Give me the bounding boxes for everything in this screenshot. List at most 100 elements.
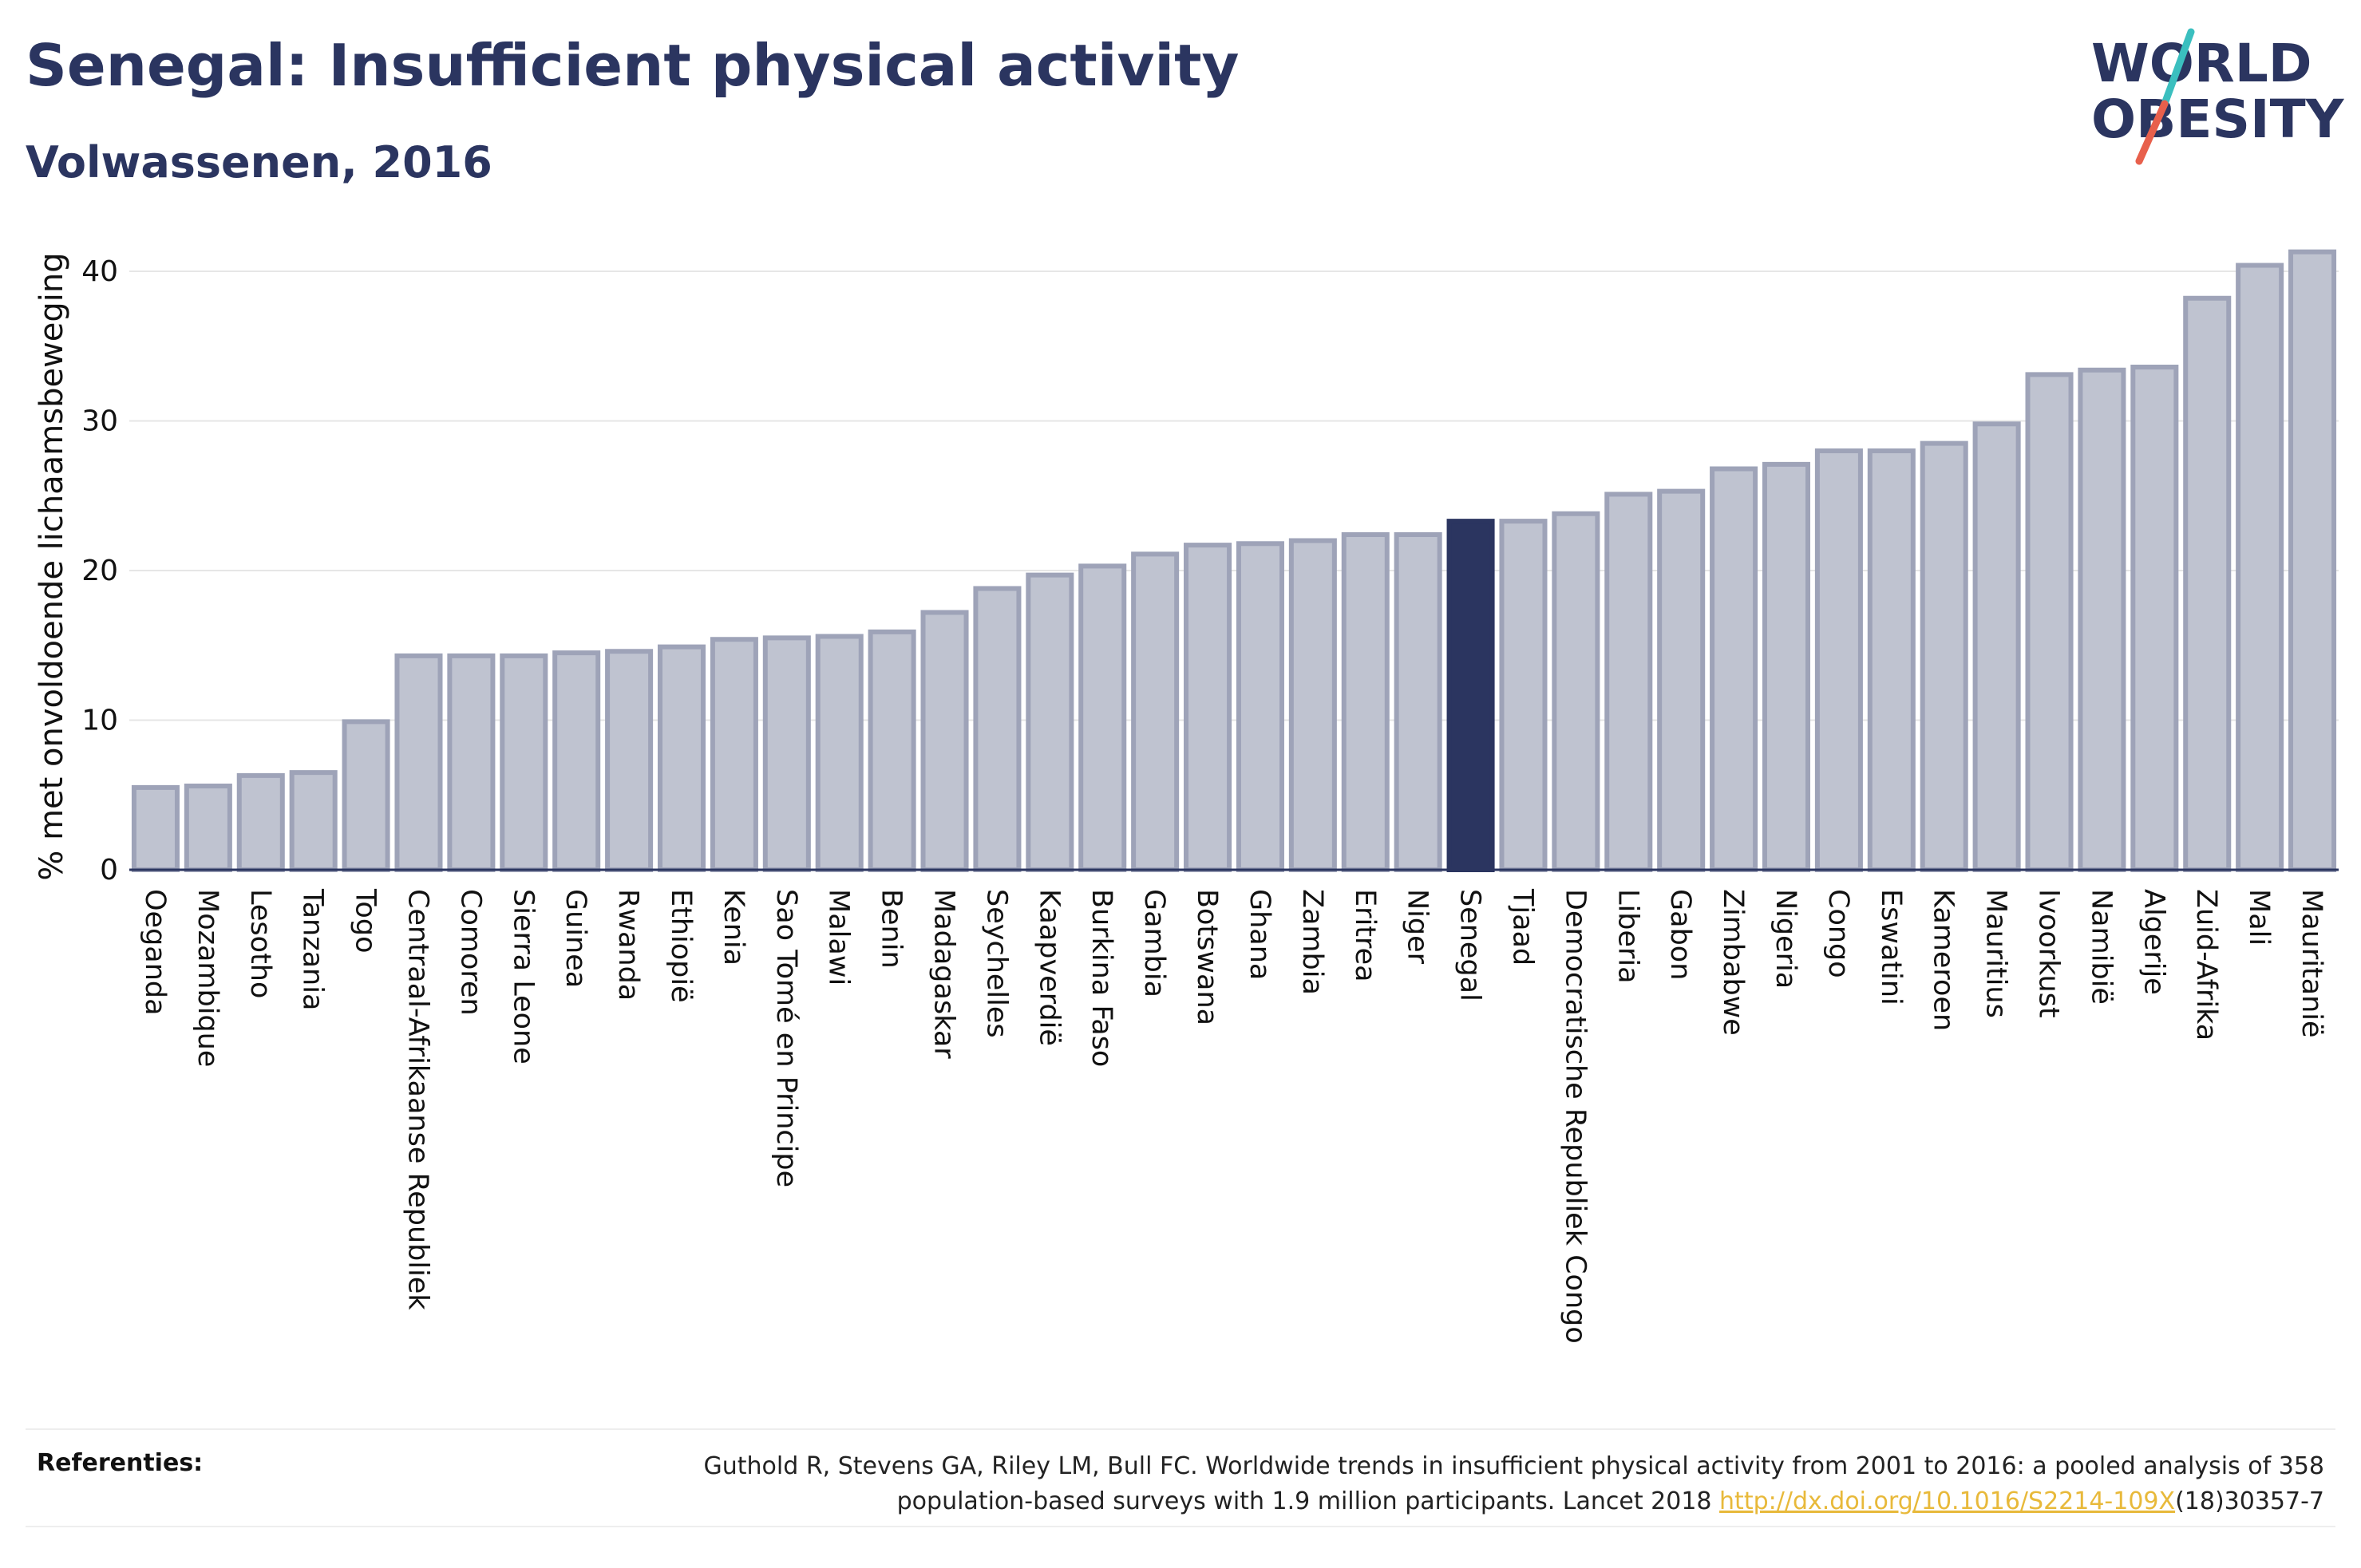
bar <box>1657 488 1706 872</box>
y-axis-label: % met onvoldoende lichaamsbeweging <box>34 252 70 880</box>
x-tick-label: Zambia <box>1296 889 1328 995</box>
bar <box>2025 372 2074 872</box>
x-tick-label: Lesotho <box>244 889 276 998</box>
category-labels: Oeganda Mozambique Lesotho Tanzania Togo Cent… <box>139 888 2327 1344</box>
x-tick-label: Namibië <box>2085 889 2117 1005</box>
x-tick-label: Tjaad <box>1506 888 1538 966</box>
bar <box>657 644 706 872</box>
bar <box>1131 551 1180 872</box>
x-tick-label: Kameroen <box>1928 889 1960 1031</box>
bar <box>1867 448 1916 872</box>
x-tick-label: Guinea <box>560 889 591 988</box>
x-tick-label: Seychelles <box>980 889 1012 1038</box>
x-tick-label: Gabon <box>1664 889 1696 980</box>
bar <box>1499 519 1548 872</box>
bar <box>2130 365 2179 872</box>
bar <box>447 653 496 872</box>
x-tick-label: Congo <box>1822 889 1854 978</box>
references-label: Referenties: <box>37 1449 204 1477</box>
x-tick-label: Sierra Leone <box>507 889 539 1064</box>
x-tick-label: Malawi <box>823 889 855 985</box>
x-tick-label: Democratische Republiek Congo <box>1559 889 1591 1344</box>
x-tick-label: Ghana <box>1244 889 1275 980</box>
bar <box>2236 263 2284 872</box>
y-tick-label: 10 <box>81 705 118 737</box>
bar <box>289 770 338 872</box>
bar <box>1236 541 1284 872</box>
reference-doi-link[interactable]: http://dx.doi.org/10.1016/S2214-109X <box>1719 1487 2176 1515</box>
bar <box>1184 543 1232 872</box>
logo-line-world: WORLD <box>2091 33 2312 94</box>
x-tick-label: Mauritanië <box>2296 889 2327 1038</box>
bar <box>1604 492 1653 872</box>
x-tick-label: Burkina Faso <box>1086 889 1117 1067</box>
x-tick-label: Kaapverdië <box>1033 889 1065 1046</box>
bar <box>1288 538 1337 872</box>
bar <box>2288 249 2337 872</box>
x-tick-label: Zuid-Afrika <box>2190 889 2222 1041</box>
x-tick-label: Comoren <box>454 889 486 1016</box>
bar <box>552 650 601 872</box>
reference-citation: Guthold R, Stevens GA, Riley LM, Bull FC… <box>568 1449 2324 1519</box>
bar <box>868 629 916 872</box>
x-tick-label: Eritrea <box>1349 889 1381 982</box>
axes: 0 10 20 30 40 <box>81 255 2339 887</box>
x-tick-label: Tanzania <box>297 888 329 1010</box>
bar <box>2183 295 2232 872</box>
x-tick-label: Nigeria <box>1770 889 1801 989</box>
bar <box>1814 448 1863 872</box>
x-tick-label: Gambia <box>1138 889 1170 997</box>
bar <box>394 653 443 872</box>
reference-text-suffix: (18)30357-7 <box>2175 1487 2324 1515</box>
bar <box>710 637 758 872</box>
bar <box>1341 532 1390 872</box>
x-tick-label: Ethiopië <box>665 889 697 1003</box>
x-tick-label: Botswana <box>1191 889 1223 1025</box>
bar-highlighted <box>1446 519 1495 872</box>
x-tick-label: Mali <box>2243 889 2275 946</box>
chart-subtitle: Volwassenen, 2016 <box>26 137 492 188</box>
x-tick-label: Rwanda <box>612 889 644 1001</box>
bars <box>131 249 2337 872</box>
bar <box>2078 367 2126 872</box>
x-tick-label: Centraal-Afrikaanse Republiek <box>401 889 433 1310</box>
logo-line-obesity: OBESITY <box>2091 89 2345 150</box>
bar <box>1972 421 2021 872</box>
x-tick-label: Kenia <box>718 889 749 966</box>
x-tick-label: Benin <box>876 889 908 969</box>
bar <box>1762 461 1811 872</box>
x-tick-label: Liberia <box>1612 889 1643 984</box>
x-tick-label: Ivoorkust <box>2033 889 2065 1018</box>
x-tick-label: Mauritius <box>1980 889 2012 1018</box>
logo-slash-bottom <box>2135 100 2169 165</box>
gridlines <box>129 271 2339 721</box>
bar <box>500 653 548 872</box>
bar <box>342 719 390 872</box>
bar <box>1920 440 1968 872</box>
x-tick-label: Niger <box>1402 889 1434 965</box>
bar <box>605 649 654 872</box>
x-tick-label: Sao Tomé en Principe <box>770 889 802 1187</box>
bar <box>973 586 1022 872</box>
x-tick-label: Madagaskar <box>928 889 960 1059</box>
y-tick-label: 0 <box>100 854 118 887</box>
bar <box>184 784 232 872</box>
bar <box>1078 563 1127 872</box>
x-tick-label: Zimbabwe <box>1717 889 1749 1036</box>
bar <box>1394 532 1442 872</box>
bar <box>1710 466 1758 872</box>
bar <box>131 784 180 872</box>
x-tick-label: Mozambique <box>192 889 223 1067</box>
y-tick-label: 30 <box>81 405 118 438</box>
x-tick-label: Eswatini <box>1875 889 1907 1005</box>
bar <box>236 772 285 872</box>
y-tick-label: 40 <box>81 255 118 288</box>
bar <box>920 610 969 872</box>
bar <box>815 634 864 872</box>
x-tick-label: Algerije <box>2138 889 2169 995</box>
reference-text: Guthold R, Stevens GA, Riley LM, Bull FC… <box>703 1452 2324 1515</box>
chart-title: Senegal: Insufficient physical activity <box>26 32 1240 99</box>
logo-slash-top <box>2161 28 2195 108</box>
references-footer: Referenties: Guthold R, Stevens GA, Rile… <box>26 1428 2335 1527</box>
world-obesity-logo: WORLD OBESITY <box>2091 28 2345 165</box>
